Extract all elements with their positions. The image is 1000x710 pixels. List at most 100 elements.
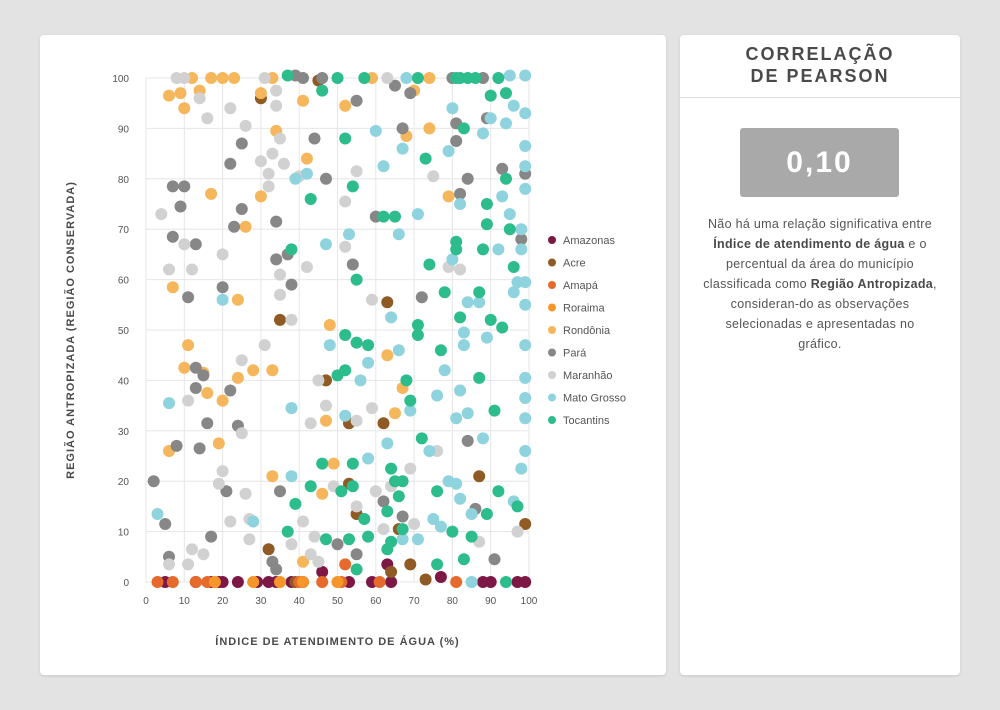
data-point	[434, 520, 447, 533]
data-point	[454, 187, 467, 200]
legend-marker	[548, 416, 556, 424]
data-point	[297, 555, 309, 568]
data-point	[163, 263, 175, 276]
description-part: e o percentual da área do município clas…	[703, 237, 927, 291]
data-point	[377, 495, 390, 508]
data-point	[258, 339, 271, 352]
data-point	[377, 210, 390, 223]
data-point	[519, 371, 532, 384]
y-tick-label: 50	[118, 326, 130, 337]
data-point	[231, 293, 244, 306]
data-point	[189, 361, 202, 374]
data-point	[178, 361, 191, 374]
data-point	[389, 79, 401, 92]
data-point	[454, 384, 467, 397]
data-point	[205, 72, 218, 84]
data-point	[178, 102, 191, 115]
data-point	[274, 576, 286, 588]
y-tick-label: 20	[118, 477, 130, 488]
data-point	[316, 565, 329, 578]
data-point	[316, 72, 329, 84]
data-point	[492, 485, 505, 498]
y-tick-label: 90	[118, 124, 130, 135]
data-point	[480, 331, 493, 344]
data-point	[385, 535, 398, 548]
data-point	[228, 220, 241, 233]
data-point	[316, 576, 329, 588]
data-point	[396, 523, 409, 536]
data-point	[369, 124, 382, 137]
data-point	[174, 87, 187, 100]
data-point	[189, 382, 202, 394]
data-point	[266, 147, 279, 160]
data-point	[362, 452, 375, 465]
legend-label: Amapá	[563, 280, 599, 292]
data-point	[216, 394, 229, 407]
data-point	[457, 553, 470, 566]
data-point	[201, 387, 214, 399]
data-point	[492, 243, 505, 256]
data-point	[392, 344, 405, 357]
data-point	[392, 490, 405, 503]
data-point	[431, 485, 444, 498]
panel-title-line1: CORRELAÇÃO	[745, 44, 895, 64]
data-point	[346, 457, 359, 470]
data-point	[216, 248, 229, 261]
data-point	[515, 233, 528, 246]
data-point	[224, 157, 237, 170]
data-point	[450, 576, 463, 588]
data-point	[373, 576, 386, 588]
data-point	[500, 117, 512, 130]
data-point	[465, 530, 478, 543]
data-point	[381, 349, 394, 362]
legend-marker	[548, 303, 556, 312]
data-point	[519, 276, 532, 289]
data-point	[450, 135, 463, 147]
data-point	[277, 157, 290, 170]
data-point	[247, 515, 260, 528]
data-point	[335, 485, 348, 498]
data-point	[186, 263, 198, 276]
data-point	[189, 576, 202, 588]
description-part: , consideran-do as observações seleciona…	[725, 277, 937, 351]
data-point	[274, 132, 286, 145]
data-point	[381, 505, 394, 518]
data-point	[186, 543, 198, 556]
data-point	[431, 389, 444, 402]
data-point	[312, 374, 325, 387]
x-tick-label: 50	[332, 596, 344, 607]
legend-marker	[548, 258, 556, 267]
coefficient-value: 0,10	[740, 128, 899, 197]
data-point	[243, 533, 256, 546]
y-tick-label: 40	[118, 376, 130, 387]
data-point	[235, 137, 248, 150]
data-point	[216, 281, 229, 294]
data-point	[274, 485, 286, 498]
data-point	[270, 99, 283, 112]
data-point	[389, 210, 401, 223]
data-point	[151, 576, 164, 588]
data-point	[316, 457, 329, 470]
data-point	[224, 384, 237, 397]
data-point	[320, 238, 332, 251]
data-point	[519, 412, 532, 425]
data-point	[193, 442, 206, 455]
data-point	[469, 72, 482, 84]
data-point	[247, 364, 260, 377]
data-point	[339, 364, 352, 377]
description-part: Não há uma relação significativa entre	[707, 217, 932, 231]
data-point	[339, 195, 352, 208]
data-point	[285, 313, 298, 326]
data-point	[396, 122, 409, 135]
data-point	[224, 515, 237, 528]
data-point	[461, 434, 474, 447]
data-point	[163, 89, 175, 102]
data-point	[377, 523, 390, 536]
data-point	[411, 208, 424, 221]
legend-label: Acre	[563, 258, 586, 270]
data-point	[205, 187, 218, 200]
data-point	[454, 311, 467, 324]
data-point	[166, 281, 179, 294]
data-point	[155, 208, 168, 221]
data-point	[350, 548, 363, 561]
